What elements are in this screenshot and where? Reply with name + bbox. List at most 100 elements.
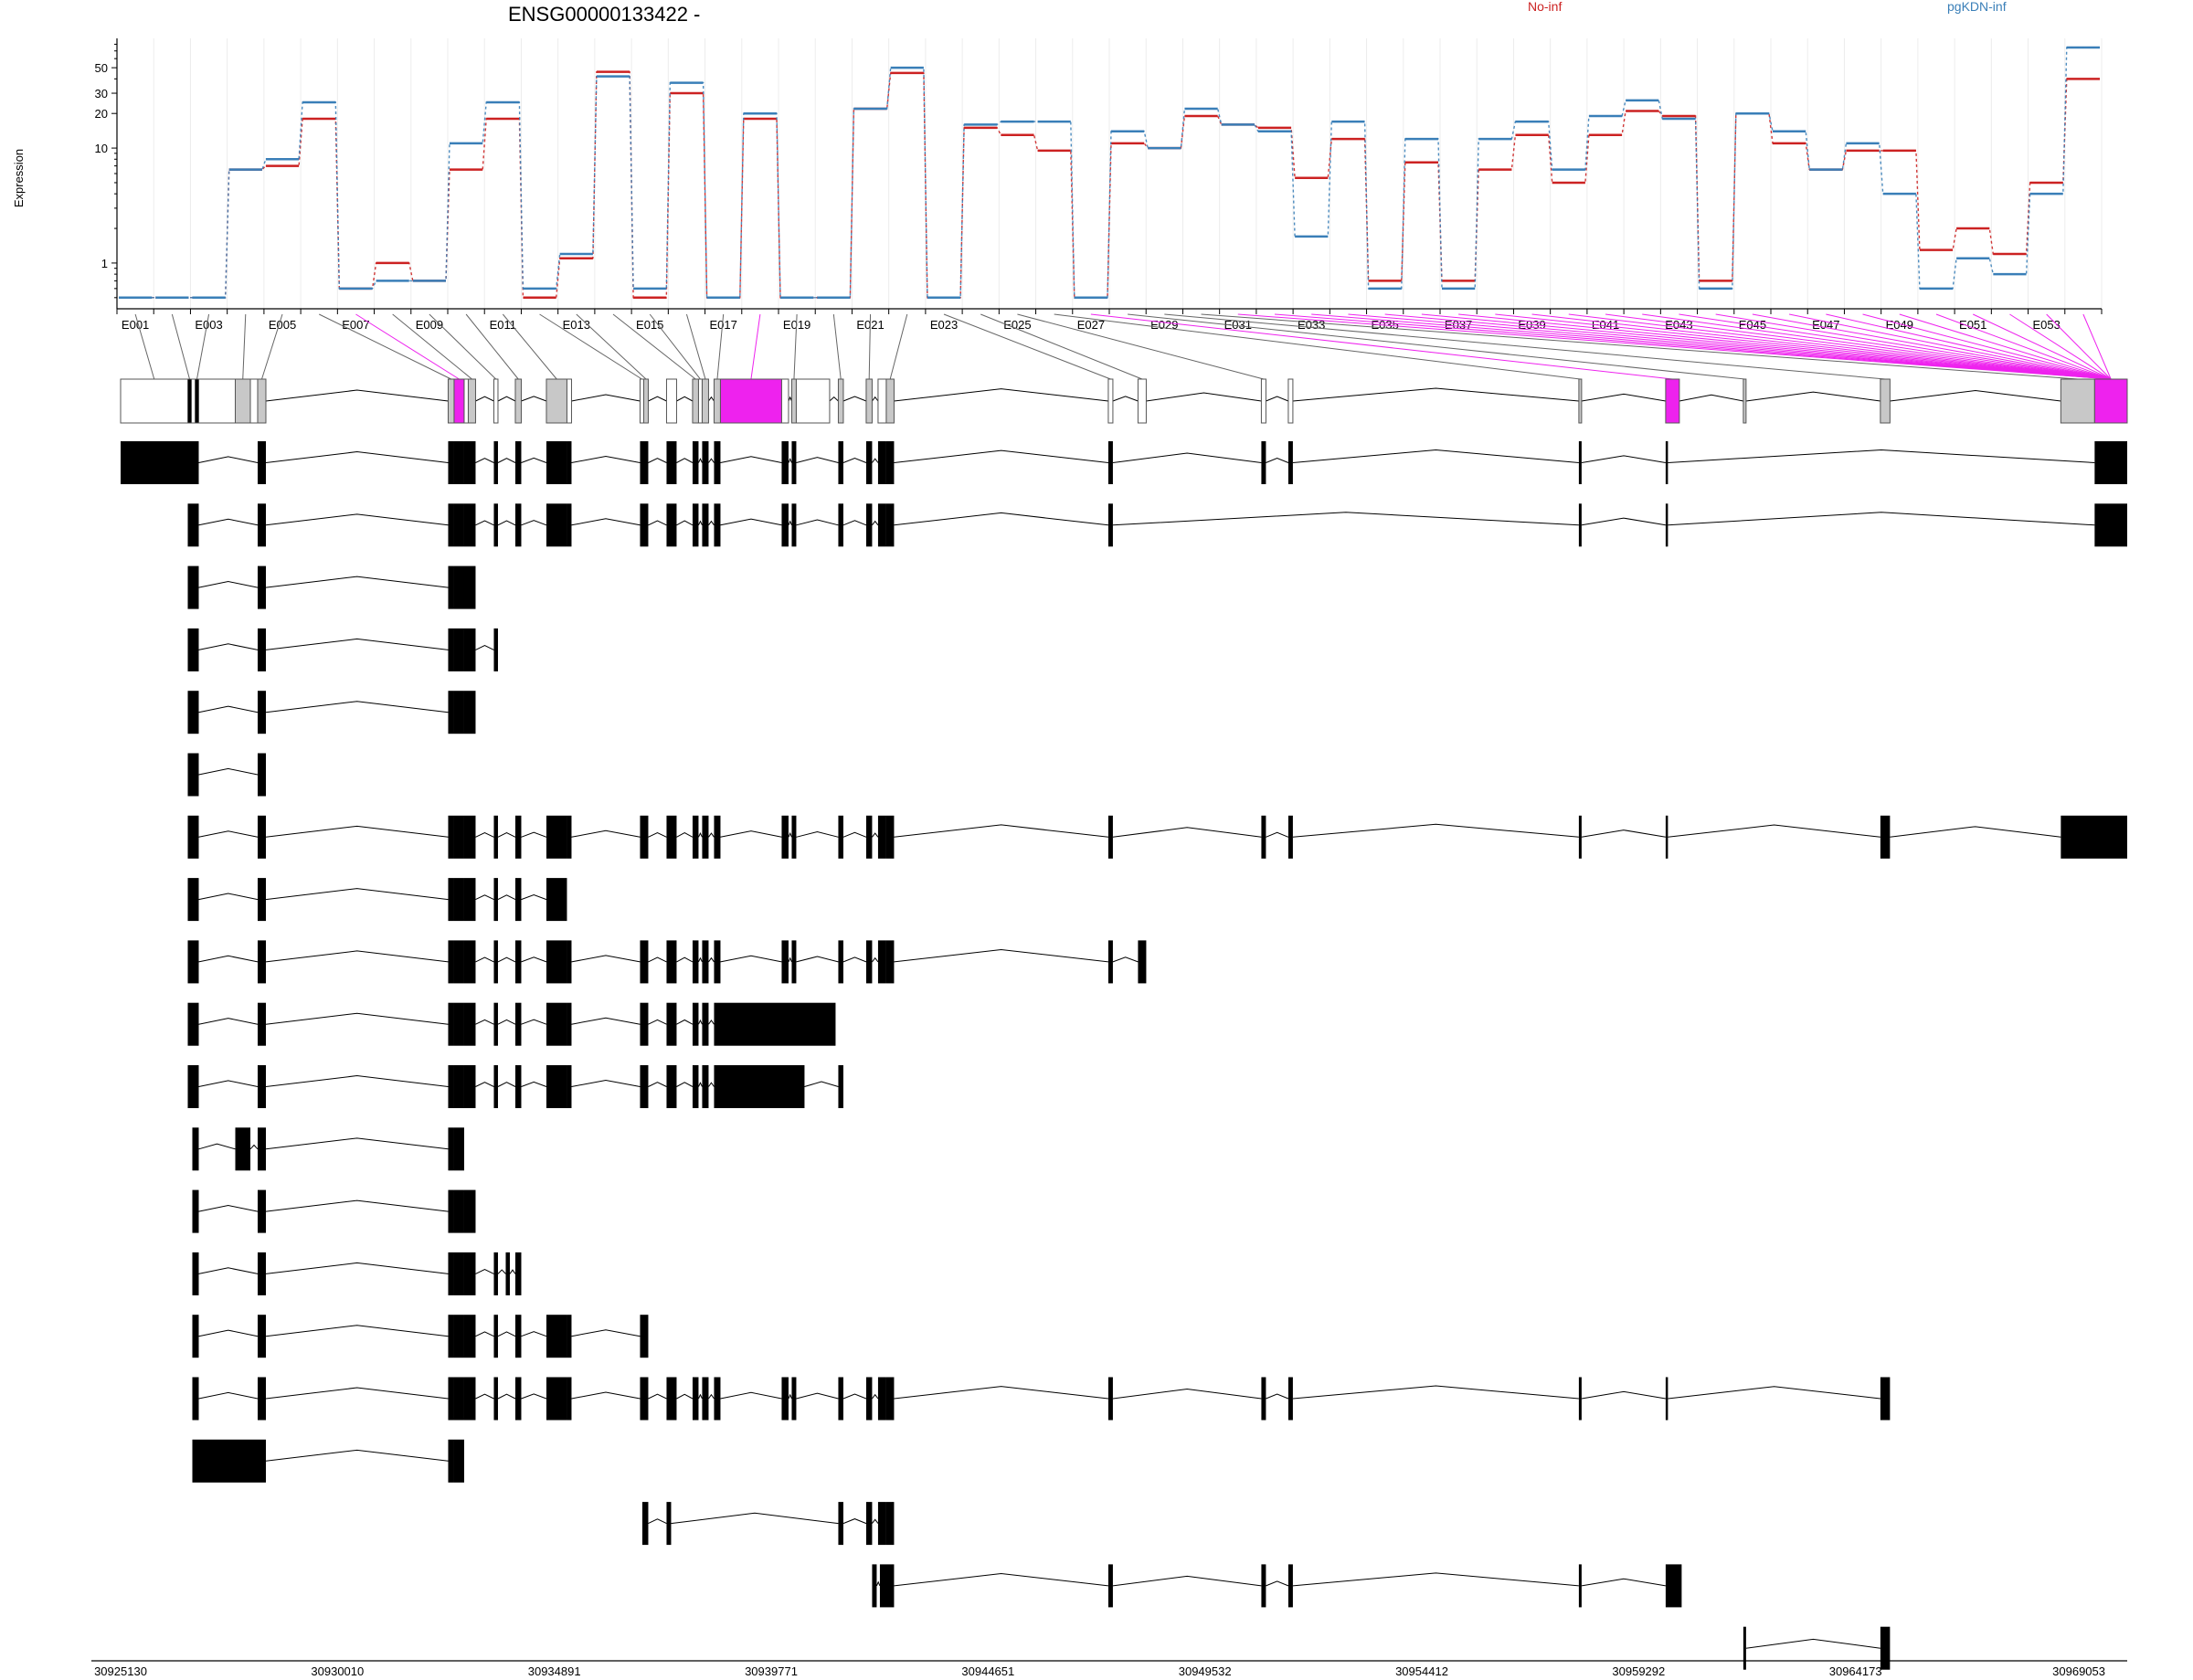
transcript-intron (872, 1518, 879, 1524)
transcript-exon (838, 815, 843, 859)
transcript-intron (475, 1082, 494, 1087)
exon-connector-line (465, 313, 519, 380)
transcript-intron (571, 518, 641, 526)
transcript-intron (1581, 455, 1666, 463)
transcript-intron (265, 1449, 449, 1462)
transcript-exon (192, 1315, 199, 1358)
transcript-exon (1578, 1564, 1582, 1608)
transcript-exon (640, 441, 649, 484)
transcript-intron (475, 894, 494, 901)
transcript-exon (640, 1002, 649, 1046)
transcript-intron (475, 831, 494, 838)
transcript-intron (198, 893, 259, 901)
transcript-exon (453, 565, 476, 609)
transcript-exon (877, 815, 886, 859)
transcript-exon (567, 1315, 572, 1358)
genomic-tick-label: 30930010 (311, 1664, 364, 1678)
transcript-intron (497, 1331, 516, 1337)
transcript-row (187, 503, 2127, 547)
transcript-intron (676, 458, 694, 463)
transcript-intron (1292, 1572, 1579, 1587)
transcript-intron (872, 956, 879, 963)
exon-connector-line (1164, 313, 1886, 380)
transcript-exon (257, 628, 266, 671)
transcript-exon (666, 815, 677, 859)
transcript-exon (666, 1502, 672, 1546)
transcript-exon (714, 1377, 721, 1421)
transcript-exon (865, 940, 873, 984)
transcript-exon (257, 441, 266, 484)
transcript-exon (1578, 441, 1582, 484)
intron-line (1292, 387, 1579, 402)
exon-bin (697, 378, 703, 424)
exon-tick-label: E013 (563, 318, 590, 332)
transcript-intron (198, 1143, 236, 1150)
transcript-exon (1261, 1564, 1266, 1608)
transcript-exon (546, 1315, 567, 1358)
y-tick-label: 20 (95, 107, 108, 121)
genomic-tick-label: 30934891 (528, 1664, 581, 1678)
transcript-exon (692, 1065, 699, 1108)
transcript-intron (521, 956, 547, 963)
transcript-exon (692, 503, 699, 547)
transcript-row (872, 1564, 1682, 1608)
transcript-exon (791, 940, 797, 984)
transcript-exon (546, 815, 567, 859)
transcript-intron (497, 1269, 506, 1274)
transcript-intron (521, 1019, 547, 1025)
exon-bin (885, 378, 895, 424)
exon-connector-line (1531, 313, 2112, 380)
transcript-intron (265, 701, 449, 713)
transcript-exon (567, 1065, 572, 1108)
transcript-exon (505, 1252, 510, 1295)
transcript-row (187, 815, 2127, 859)
plot-grid (116, 38, 2103, 309)
exon-bin (197, 378, 236, 424)
exon-connector-line (2046, 313, 2112, 380)
transcript-exon (872, 1564, 877, 1608)
transcript-intron (872, 458, 879, 463)
transcript-intron (788, 1393, 792, 1400)
transcript-intron (1292, 449, 1579, 463)
transcript-exon (641, 1502, 649, 1546)
transcript-intron (894, 449, 1108, 463)
exon-connector-line (889, 313, 908, 380)
exon-connector-line (1789, 313, 2112, 380)
transcript-exon (257, 691, 266, 734)
transcript-exon (791, 1377, 797, 1421)
exon-connector-line (1054, 313, 1581, 380)
legend-pgkdn-inf: pgKDN-inf (1947, 0, 2007, 14)
transcript-intron (1745, 1638, 1880, 1649)
transcript-exon (702, 940, 709, 984)
transcript-intron (198, 1018, 259, 1025)
exon-connector-line (1128, 313, 1745, 380)
exon-connector-line (392, 313, 472, 380)
transcript-intron (265, 825, 449, 838)
exon-connector-line (261, 313, 283, 380)
exon-connector-line (502, 313, 557, 380)
exon-tick-label: E047 (1812, 318, 1839, 332)
transcript-exon (702, 441, 709, 484)
transcript-row (192, 1439, 464, 1483)
exon-connector-line (1642, 313, 2112, 380)
exon-connector-line (685, 313, 706, 380)
transcript-exon (714, 815, 721, 859)
transcript-exon (192, 1127, 199, 1171)
transcript-exon (493, 441, 498, 484)
transcript-exon (493, 1002, 498, 1046)
intron-line (1890, 390, 2061, 402)
transcript-intron (788, 458, 792, 463)
transcript-exon (838, 1502, 843, 1546)
transcript-exon (640, 503, 649, 547)
transcript-intron (571, 1391, 641, 1400)
transcript-exon (448, 503, 454, 547)
intron-line (475, 396, 494, 402)
transcript-exon (463, 1189, 476, 1233)
transcript-intron (1112, 1575, 1262, 1587)
transcript-exon (453, 940, 464, 984)
transcript-intron (571, 1017, 641, 1025)
transcript-intron (698, 458, 703, 463)
exon-tick-label: E025 (1003, 318, 1031, 332)
transcript-exon (865, 1377, 873, 1421)
